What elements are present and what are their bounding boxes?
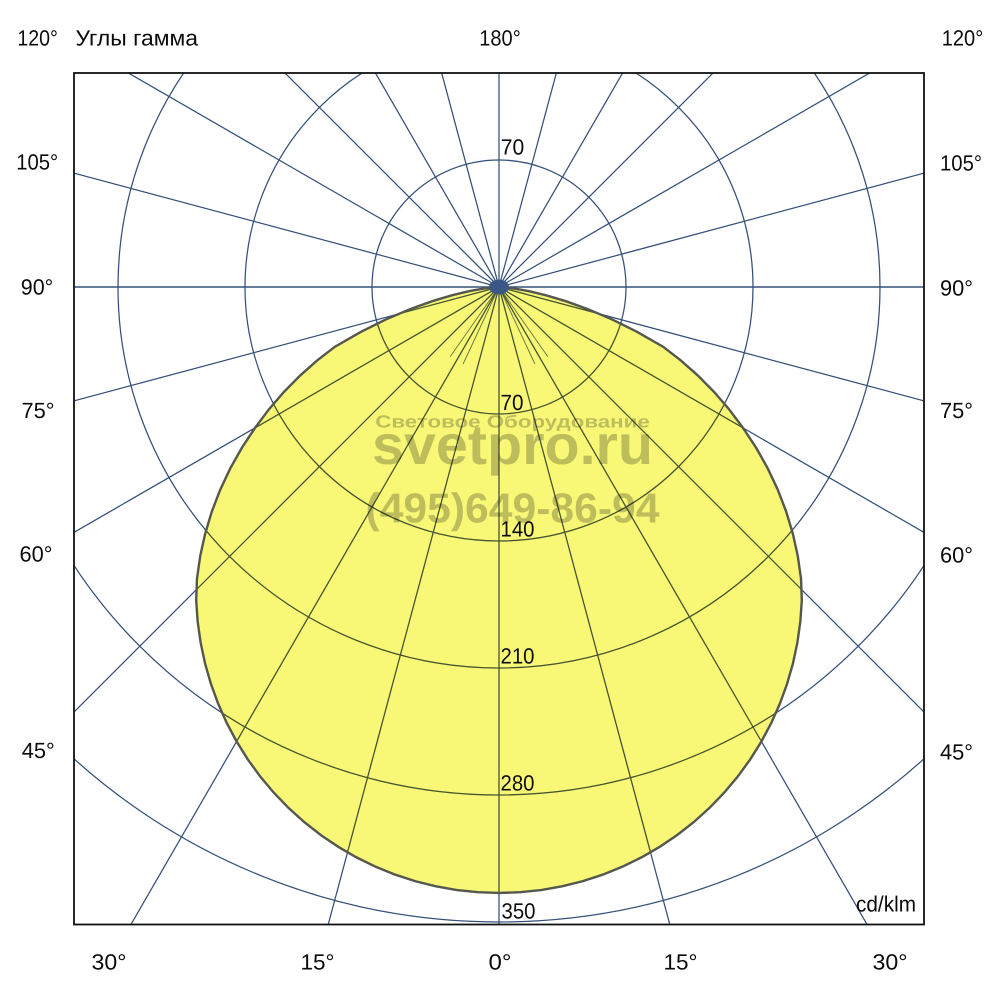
svg-text:(495)649-86-94: (495)649-86-94 bbox=[366, 485, 661, 532]
svg-text:Углы гамма: Углы гамма bbox=[76, 25, 199, 50]
svg-text:105°: 105° bbox=[940, 151, 982, 176]
svg-text:105°: 105° bbox=[16, 150, 58, 175]
svg-text:0°: 0° bbox=[489, 949, 512, 974]
svg-text:90°: 90° bbox=[21, 275, 54, 300]
svg-text:45°: 45° bbox=[22, 738, 55, 763]
svg-text:120°: 120° bbox=[942, 25, 984, 50]
svg-text:70: 70 bbox=[501, 390, 524, 415]
svg-text:280: 280 bbox=[501, 771, 535, 796]
svg-text:70: 70 bbox=[501, 135, 525, 160]
svg-text:60°: 60° bbox=[940, 543, 973, 568]
svg-text:cd/klm: cd/klm bbox=[856, 892, 916, 917]
svg-text:90°: 90° bbox=[940, 276, 973, 301]
svg-text:45°: 45° bbox=[940, 740, 973, 765]
svg-text:75°: 75° bbox=[940, 398, 973, 423]
svg-text:Световое Оборудование: Световое Оборудование bbox=[375, 412, 650, 432]
svg-text:15°: 15° bbox=[301, 949, 335, 974]
svg-text:120°: 120° bbox=[17, 25, 58, 50]
svg-text:30°: 30° bbox=[873, 949, 908, 974]
svg-text:75°: 75° bbox=[22, 398, 55, 423]
svg-text:180°: 180° bbox=[479, 25, 521, 50]
svg-text:140: 140 bbox=[501, 517, 535, 542]
svg-text:60°: 60° bbox=[20, 542, 53, 567]
svg-text:15°: 15° bbox=[664, 949, 698, 974]
svg-text:350: 350 bbox=[502, 899, 536, 924]
svg-text:svetpro.ru: svetpro.ru bbox=[372, 413, 653, 476]
svg-text:30°: 30° bbox=[92, 949, 127, 974]
svg-text:210: 210 bbox=[501, 644, 535, 669]
